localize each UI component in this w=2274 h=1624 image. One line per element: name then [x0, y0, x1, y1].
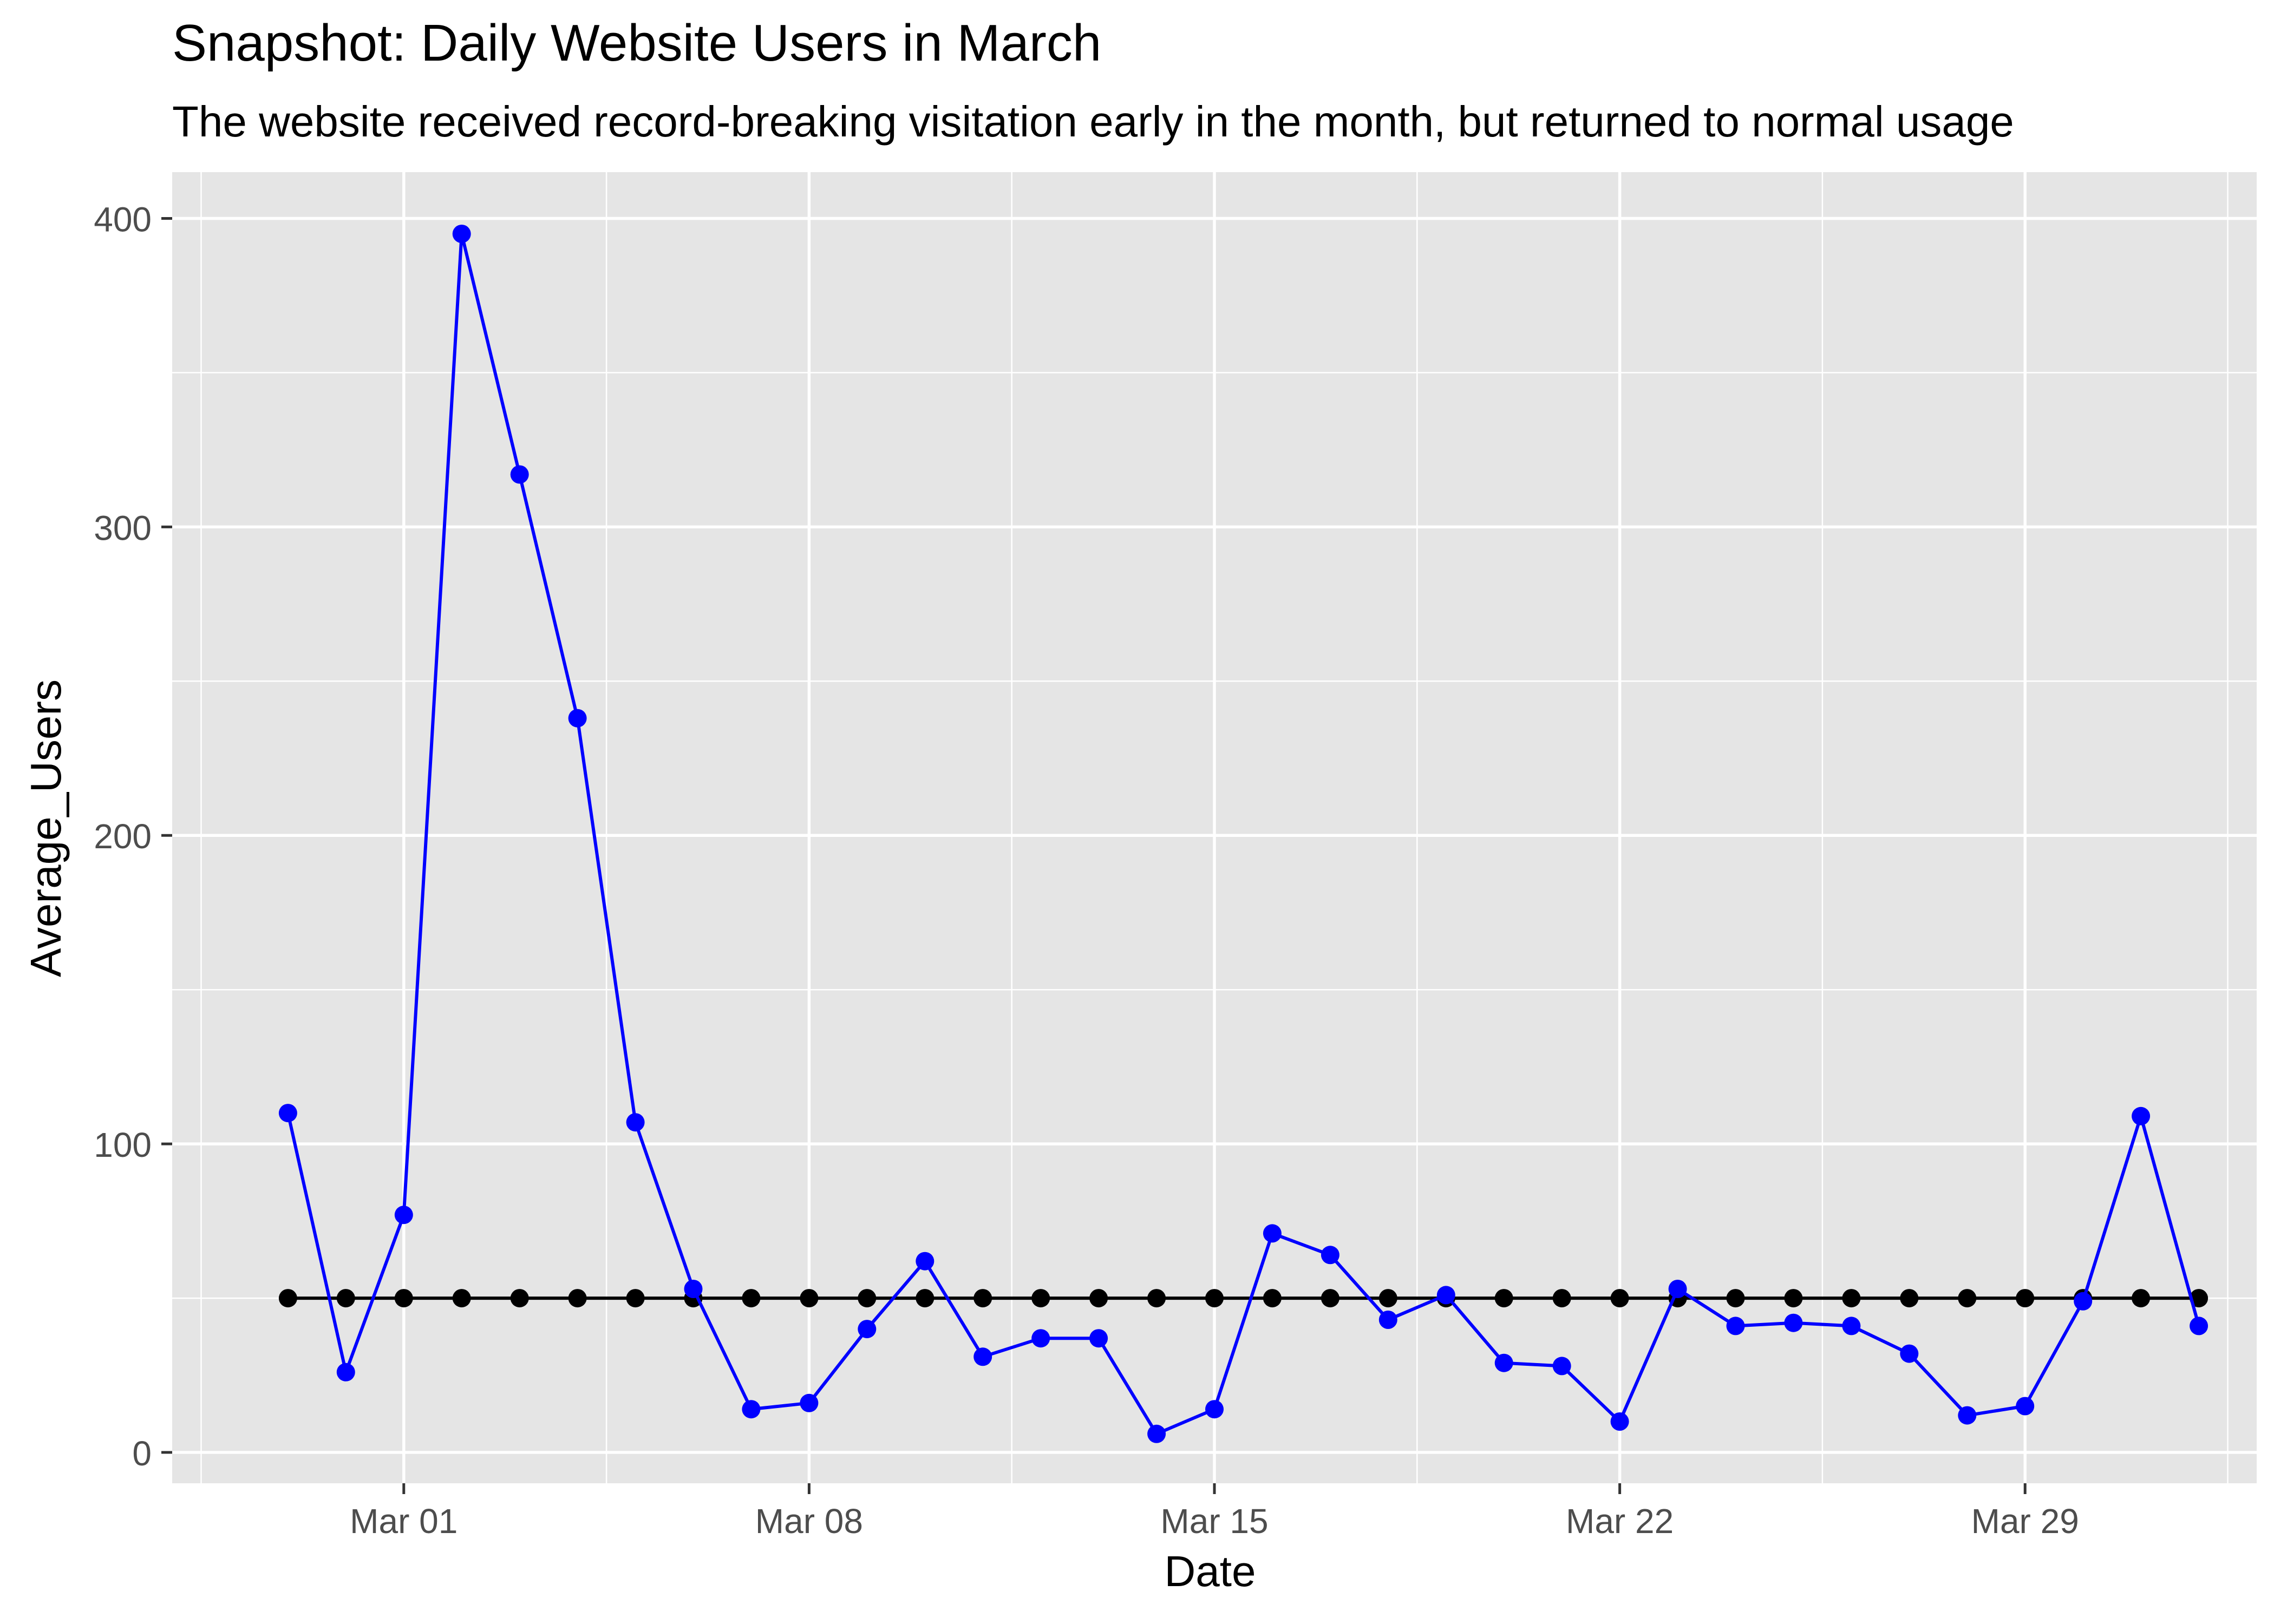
- data-point: [1784, 1313, 1803, 1332]
- data-point: [510, 465, 529, 484]
- data-point: [1263, 1224, 1282, 1243]
- x-tick-label: Mar 08: [755, 1502, 863, 1541]
- y-tick-label: 200: [94, 817, 152, 856]
- data-point: [858, 1289, 877, 1308]
- data-point: [1494, 1289, 1513, 1308]
- data-point: [2190, 1289, 2208, 1308]
- data-point: [1089, 1329, 1108, 1348]
- data-point: [568, 709, 587, 728]
- data-point: [394, 1289, 413, 1308]
- data-point: [973, 1289, 992, 1308]
- data-point: [278, 1104, 297, 1123]
- data-point: [858, 1320, 877, 1339]
- grid-major: [172, 172, 2257, 1483]
- data-point: [2132, 1106, 2151, 1125]
- y-tick-label: 100: [94, 1125, 152, 1164]
- data-point: [2132, 1289, 2151, 1308]
- data-point: [1436, 1286, 1455, 1305]
- data-point: [800, 1289, 819, 1308]
- x-tick-label: Mar 29: [1971, 1502, 2079, 1541]
- x-tick-label: Mar 15: [1160, 1502, 1268, 1541]
- y-tick-label: 400: [94, 200, 152, 239]
- data-point: [1726, 1317, 1745, 1335]
- series-line: [286, 232, 2200, 1436]
- chart-title: Snapshot: Daily Website Users in March: [172, 14, 1101, 72]
- y-axis-ticks: 0 100 200 300 400: [94, 200, 172, 1473]
- y-tick-label: 0: [132, 1434, 152, 1473]
- data-point: [800, 1393, 819, 1412]
- series-1: [278, 225, 2208, 1443]
- data-point: [1668, 1280, 1687, 1298]
- data-point: [452, 1289, 471, 1308]
- data-point: [1378, 1311, 1397, 1329]
- data-point: [2016, 1289, 2035, 1308]
- data-point: [742, 1400, 761, 1419]
- data-point: [278, 1289, 297, 1308]
- data-point: [1147, 1289, 1166, 1308]
- data-point: [1321, 1289, 1339, 1308]
- data-point: [1263, 1289, 1282, 1308]
- data-point: [916, 1252, 935, 1271]
- data-point: [1378, 1289, 1397, 1308]
- data-point: [1205, 1400, 1224, 1419]
- data-point: [1031, 1289, 1050, 1308]
- data-point: [336, 1363, 355, 1381]
- x-axis-title: Date: [1165, 1547, 1256, 1595]
- series-2: [278, 1289, 2208, 1308]
- data-point: [1552, 1357, 1571, 1376]
- data-point: [568, 1289, 587, 1308]
- x-tick-label: Mar 01: [350, 1502, 458, 1541]
- data-point: [1205, 1289, 1224, 1308]
- data-point: [1321, 1246, 1339, 1265]
- data-point: [1031, 1329, 1050, 1348]
- data-point: [1610, 1412, 1629, 1431]
- data-point: [1610, 1289, 1629, 1308]
- data-point: [1552, 1289, 1571, 1308]
- data-point: [2074, 1292, 2093, 1311]
- data-point: [1784, 1289, 1803, 1308]
- y-tick-label: 300: [94, 508, 152, 547]
- data-point: [626, 1289, 645, 1308]
- y-axis-title: Average_Users: [22, 679, 70, 977]
- data-point: [1089, 1289, 1108, 1308]
- data-point: [2190, 1317, 2208, 1335]
- data-point: [1958, 1289, 1977, 1308]
- data-point: [1900, 1289, 1919, 1308]
- data-point: [1147, 1424, 1166, 1443]
- data-point: [742, 1289, 761, 1308]
- data-point: [1494, 1353, 1513, 1372]
- data-point: [916, 1289, 935, 1308]
- data-point: [973, 1347, 992, 1366]
- data-point: [452, 225, 471, 243]
- data-point: [336, 1289, 355, 1308]
- series-layer: [278, 225, 2208, 1443]
- data-point: [510, 1289, 529, 1308]
- data-point: [1842, 1289, 1861, 1308]
- data-point: [1900, 1344, 1919, 1363]
- data-point: [2016, 1397, 2035, 1416]
- data-point: [1726, 1289, 1745, 1308]
- data-point: [626, 1113, 645, 1132]
- x-axis-ticks: Mar 01 Mar 08 Mar 15 Mar 22 Mar 29: [350, 1483, 2079, 1541]
- x-tick-label: Mar 22: [1566, 1502, 1674, 1541]
- data-point: [1958, 1406, 1977, 1425]
- data-point: [684, 1280, 703, 1298]
- data-point: [1842, 1317, 1861, 1335]
- data-point: [394, 1206, 413, 1224]
- chart-subtitle: The website received record-breaking vis…: [172, 97, 2014, 146]
